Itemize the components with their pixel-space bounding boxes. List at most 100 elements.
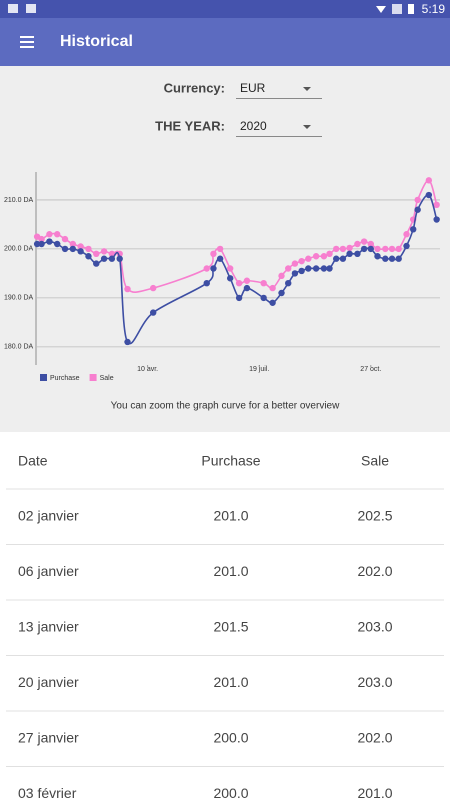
y-tick-label: 200.0 DA <box>4 246 34 253</box>
data-point <box>285 265 292 272</box>
data-point <box>260 279 267 287</box>
table-cell: 201.0 <box>213 674 248 690</box>
data-point <box>278 272 285 280</box>
data-point <box>124 338 131 346</box>
table-header-cell: Date <box>18 453 48 469</box>
data-point <box>346 244 353 252</box>
data-point <box>374 245 381 253</box>
data-point <box>226 265 234 272</box>
data-point <box>395 245 402 253</box>
data-point <box>54 240 61 248</box>
data-point <box>425 191 433 199</box>
data-point <box>216 255 224 262</box>
data-point <box>410 226 417 233</box>
table-cell: 202.0 <box>357 563 392 579</box>
data-point <box>305 265 312 272</box>
data-point <box>235 294 243 302</box>
data-point <box>93 250 100 258</box>
data-point <box>388 245 396 253</box>
data-point <box>243 284 251 292</box>
table-cell: 201.0 <box>357 785 392 800</box>
currency-value: EUR <box>240 81 266 95</box>
table-cell: 201.5 <box>213 619 248 635</box>
data-point <box>100 248 108 255</box>
data-point <box>339 255 347 262</box>
data-point <box>77 248 84 255</box>
data-point <box>85 253 92 260</box>
data-point <box>203 265 210 272</box>
data-point <box>149 284 157 292</box>
data-point <box>46 238 53 245</box>
table-cell: 202.0 <box>357 730 392 746</box>
data-point <box>54 231 61 238</box>
data-point <box>77 243 84 250</box>
signal-icon <box>392 4 402 14</box>
currency-dropdown[interactable]: EUR <box>236 81 322 99</box>
table-cell: 200.0 <box>213 785 248 800</box>
data-point <box>85 245 92 253</box>
data-point <box>354 250 361 258</box>
data-point <box>108 250 116 258</box>
data-point <box>108 255 116 262</box>
data-point <box>260 294 267 302</box>
data-point <box>269 284 276 292</box>
data-point <box>93 260 100 267</box>
data-point <box>291 270 299 277</box>
menu-line <box>20 46 34 48</box>
data-point <box>291 260 299 267</box>
battery-icon <box>408 4 414 14</box>
data-point <box>298 267 305 275</box>
table-panel <box>0 432 450 800</box>
data-point <box>367 245 375 253</box>
data-point <box>69 240 77 248</box>
dropdown-underline <box>236 98 322 99</box>
data-point <box>433 201 440 209</box>
data-point <box>269 299 276 306</box>
data-point <box>403 231 410 238</box>
status-icon <box>8 4 18 13</box>
table-header-cell: Sale <box>361 453 389 469</box>
table-cell: 202.5 <box>357 508 392 524</box>
legend-swatch <box>40 374 47 381</box>
data-point <box>382 255 389 262</box>
data-point <box>333 255 340 262</box>
data-point <box>61 245 69 253</box>
year-dropdown[interactable]: 2020 <box>236 119 322 137</box>
data-point <box>38 235 45 243</box>
data-point <box>216 245 224 253</box>
y-tick-label: 190.0 DA <box>4 295 34 302</box>
table-cell: 203.0 <box>357 619 392 635</box>
table-header-cell: Purchase <box>201 453 260 469</box>
chart[interactable]: 180.0 DA 190.0 DA 200.0 DA 210.0 DA 10 avr. 1… <box>4 172 440 382</box>
data-point <box>149 309 157 316</box>
data-point <box>414 206 421 213</box>
data-point <box>33 240 41 248</box>
y-tick-label: 210.0 DA <box>4 197 34 204</box>
data-point <box>210 250 217 258</box>
data-point <box>403 242 410 250</box>
data-point <box>69 245 77 253</box>
data-point <box>333 245 340 253</box>
table-cell: 20 janvier <box>18 674 79 690</box>
table-cell: 02 janvier <box>18 508 79 524</box>
app-title: Historical <box>60 33 133 50</box>
data-point <box>326 265 333 272</box>
dropdown-arrow <box>303 125 311 129</box>
data-point <box>354 240 361 248</box>
data-point <box>360 245 368 253</box>
data-point <box>388 255 396 262</box>
data-point <box>367 240 375 248</box>
data-point <box>61 235 69 243</box>
data-point <box>360 238 368 245</box>
dropdown-arrow <box>303 87 311 91</box>
legend-swatch <box>89 374 97 381</box>
year-label: THE YEAR: <box>155 118 225 133</box>
data-point <box>395 255 402 262</box>
data-point <box>116 255 123 262</box>
table-cell: 201.0 <box>213 508 248 524</box>
data-point <box>382 245 389 253</box>
menu-line <box>20 41 34 43</box>
menu-button[interactable] <box>20 36 34 48</box>
data-point <box>346 250 353 258</box>
